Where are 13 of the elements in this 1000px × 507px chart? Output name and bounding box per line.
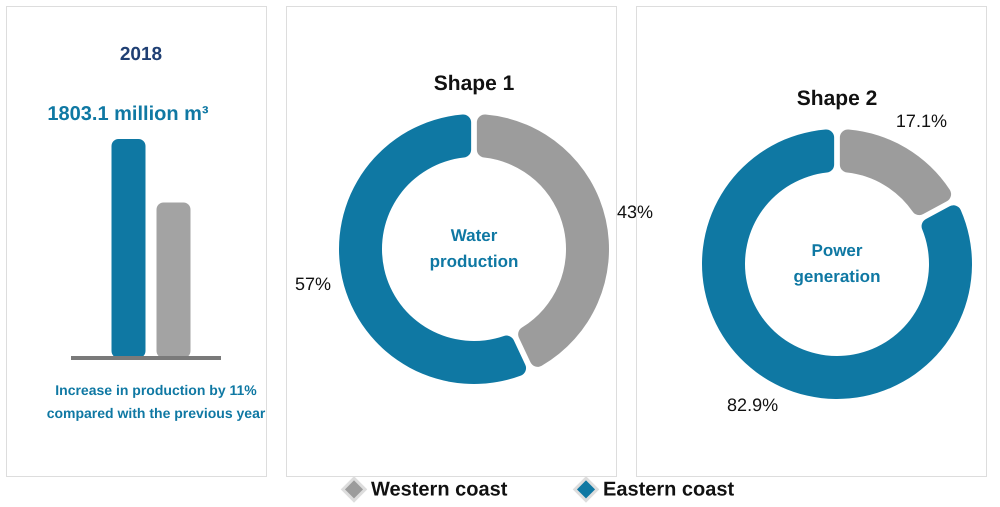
text: Power generation (794, 241, 880, 286)
text: Increase in production by 11% compared with the previous year (46, 382, 266, 421)
data-label: 57% (294, 274, 331, 294)
chart-subtitle: 1803.1 million m³ (47, 103, 209, 125)
legend-label: Eastern coast (603, 478, 735, 500)
chart-title: 2018 (120, 44, 162, 65)
chart-title: Shape 1 (434, 72, 515, 95)
legend-label: Western coast (371, 478, 508, 500)
text: Water production (430, 226, 518, 271)
data-label: 82.9% (727, 394, 778, 415)
data-label: 43% (617, 202, 654, 222)
chart-title: Shape 2 (796, 87, 878, 110)
data-label: 17.1% (896, 111, 947, 132)
